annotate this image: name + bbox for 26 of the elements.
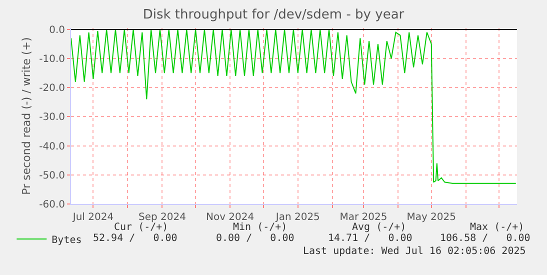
x-tick-label: Jul 2024	[72, 212, 114, 223]
legend-label: Bytes	[52, 234, 82, 246]
line-series	[71, 28, 516, 184]
y-tick-label: -10.0	[39, 54, 65, 66]
x-tick-label: Jan 2025	[274, 212, 320, 223]
x-tick-label: May 2025	[406, 212, 456, 223]
y-tick-label: -20.0	[39, 83, 65, 94]
text: 14.71 / 0.00	[328, 233, 412, 244]
x-tick-label: Sep 2024	[138, 212, 186, 223]
chart-title: Disk throughput for /dev/sdem - by year	[142, 8, 405, 23]
text: Min (-/+)	[233, 222, 288, 233]
text: 0.00 / 0.00	[216, 233, 294, 244]
text: Cur (-/+)	[114, 222, 168, 233]
text: Avg (-/+)	[352, 222, 406, 233]
y-axis-title: Pr second read (-) / write (+)	[20, 37, 33, 195]
y-tick-label: -40.0	[39, 141, 65, 152]
text: Max (-/+)	[470, 222, 524, 233]
text: Last update: Wed Jul 16 02:05:06 2025	[303, 246, 526, 257]
y-tick-label: -50.0	[39, 170, 65, 182]
text: 52.94 / 0.00	[93, 233, 178, 244]
y-tick-label: 0.0	[49, 24, 65, 36]
y-tick-label: -60.0	[39, 200, 65, 210]
text: 106.58 / 0.00	[440, 233, 530, 244]
x-tick-label: Mar 2025	[340, 212, 388, 223]
x-tick-label: Nov 2024	[206, 212, 254, 223]
y-tick-label: -30.0	[39, 112, 65, 124]
